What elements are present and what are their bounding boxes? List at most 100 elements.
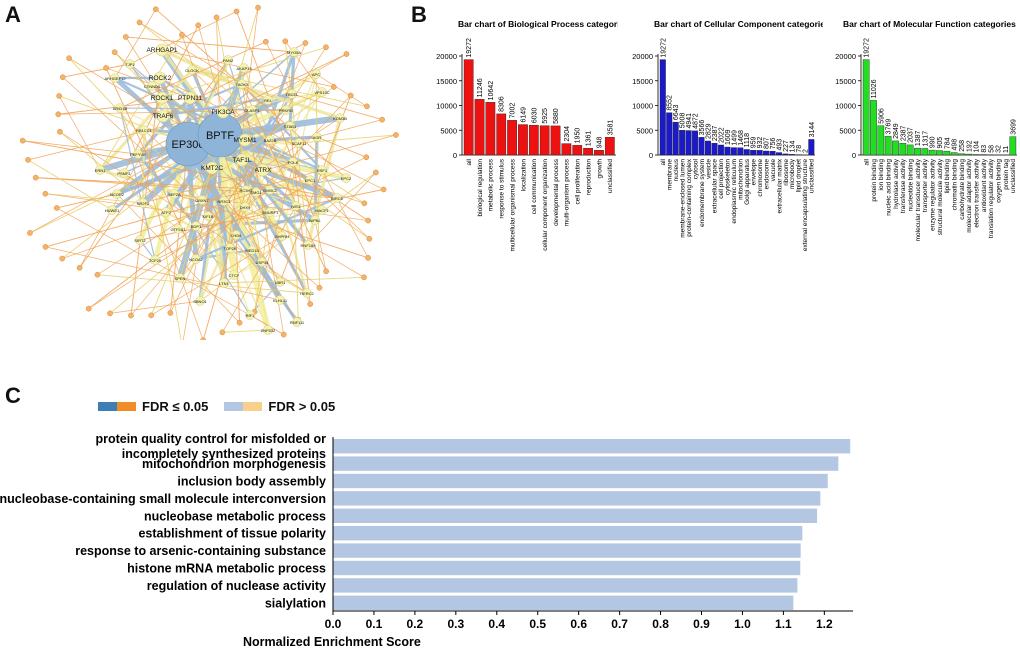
category-label: cell proliferation [575, 159, 582, 205]
term-label: histone mRNA metabolic process [127, 562, 326, 576]
network-edge [45, 193, 144, 204]
bar-value-label: 11246 [477, 78, 484, 97]
term-label: incompletely synthesized proteins [122, 447, 326, 461]
network-edge [288, 51, 296, 127]
bar [496, 113, 507, 156]
gene-node [289, 47, 299, 57]
category-label: extracellular matrix [776, 158, 783, 213]
bar [743, 149, 750, 156]
bar [594, 150, 604, 156]
x-tick-label: 0.8 [652, 617, 669, 631]
peripheral-node [316, 284, 323, 291]
bar [528, 124, 539, 156]
fdr-legend: FDR ≤ 0.05 FDR > 0.05 [98, 399, 335, 414]
bar-value-label: 2387 [900, 126, 907, 142]
gene-label: ATF2 [161, 210, 171, 215]
network-edge [222, 91, 323, 113]
legend-significant-label: FDR ≤ 0.05 [142, 399, 209, 414]
category-label: Golgi apparatus [744, 158, 751, 205]
gene-node [292, 317, 302, 327]
gene-node [183, 91, 197, 105]
peripheral-node [330, 84, 337, 90]
bar-value-label: 3769 [886, 119, 893, 135]
gene-label: PTPN11 [178, 95, 202, 102]
gene-label: EPC2 [341, 176, 352, 181]
gene-label: PRKRD [279, 108, 293, 113]
bar-value-label: 2037 [908, 127, 915, 143]
bar-value-label: 6030 [531, 107, 538, 123]
gene-node [265, 135, 275, 145]
gene-node [241, 185, 251, 195]
panel-label-a: A [5, 2, 21, 27]
network-edge [99, 168, 203, 202]
bar-value-label: 948 [596, 137, 603, 149]
gene-label: PIK3CA [211, 109, 235, 116]
gene-node [110, 73, 120, 83]
bar [788, 154, 795, 156]
category-label: chromatin binding [951, 159, 958, 211]
peripheral-node [323, 44, 329, 51]
bar-value-label: 4872 [693, 113, 700, 129]
y-tick-label: 0 [649, 151, 653, 160]
nes-bar [333, 491, 821, 506]
gene-node [155, 43, 169, 57]
gene-node [175, 273, 185, 283]
gene-node [173, 224, 183, 234]
network-edge [116, 193, 240, 323]
peripheral-node [85, 305, 92, 312]
gene-node [265, 185, 275, 195]
network-edge [321, 169, 369, 259]
y-tick-label: 0 [453, 151, 457, 160]
bar-value-label: 104 [974, 141, 981, 153]
peripheral-node [302, 40, 309, 46]
gene-label: RB1CC1 [136, 128, 153, 133]
gene-label: NR3C1 [217, 199, 231, 204]
gene-node [317, 165, 327, 175]
bar-value-label: 5008 [680, 113, 687, 129]
category-label: endosome [763, 159, 770, 190]
peripheral-node [55, 111, 62, 118]
gene-node [341, 173, 351, 183]
gene-label: HERC2 [300, 291, 314, 296]
network-edge [129, 11, 237, 65]
bar [659, 59, 666, 156]
gene-node [219, 196, 229, 206]
term-label: nucleobase-containing small molecule int… [0, 492, 326, 506]
bar-value-label: 3566 [699, 120, 706, 136]
gene-node [251, 187, 261, 197]
gene-node [153, 71, 167, 85]
peripheral-node [255, 4, 261, 11]
gene-label: SBNO1 [193, 299, 207, 304]
bar [862, 59, 870, 156]
network-edge [195, 196, 338, 261]
gene-label: KMT2C [201, 165, 223, 172]
gene-label: REL [264, 98, 273, 103]
bar [899, 142, 907, 156]
bar-value-label: 78 [796, 145, 803, 153]
term-label: establishment of tissue polarity [138, 527, 326, 541]
bar [679, 130, 686, 156]
bar-value-label: 2387 [712, 126, 719, 142]
network-edge [88, 225, 197, 309]
network-edge [125, 36, 295, 53]
bar-value-label: 756 [770, 137, 777, 149]
gene-label: ATRX [255, 167, 273, 174]
category-label: structural molecule activity [937, 158, 944, 235]
bar-value-label: 83 [981, 145, 988, 153]
legend-swatch-ns-orange [243, 402, 263, 411]
category-label: lipid droplet [796, 159, 803, 192]
category-label: antioxidant activity [981, 158, 988, 212]
peripheral-node [195, 22, 202, 29]
nes-bar [333, 595, 794, 610]
gene-node [317, 205, 327, 215]
bar [507, 120, 517, 156]
gene-node [310, 215, 320, 225]
peripheral-node [361, 274, 367, 281]
gene-label: VPS13C [314, 90, 329, 95]
network-edge [114, 9, 157, 79]
network-edge [35, 177, 338, 199]
nes-bar [333, 456, 839, 471]
bar-value-label: 1950 [575, 128, 582, 144]
bar-value-label: 7002 [510, 103, 517, 119]
category-label: microbody [789, 158, 796, 189]
